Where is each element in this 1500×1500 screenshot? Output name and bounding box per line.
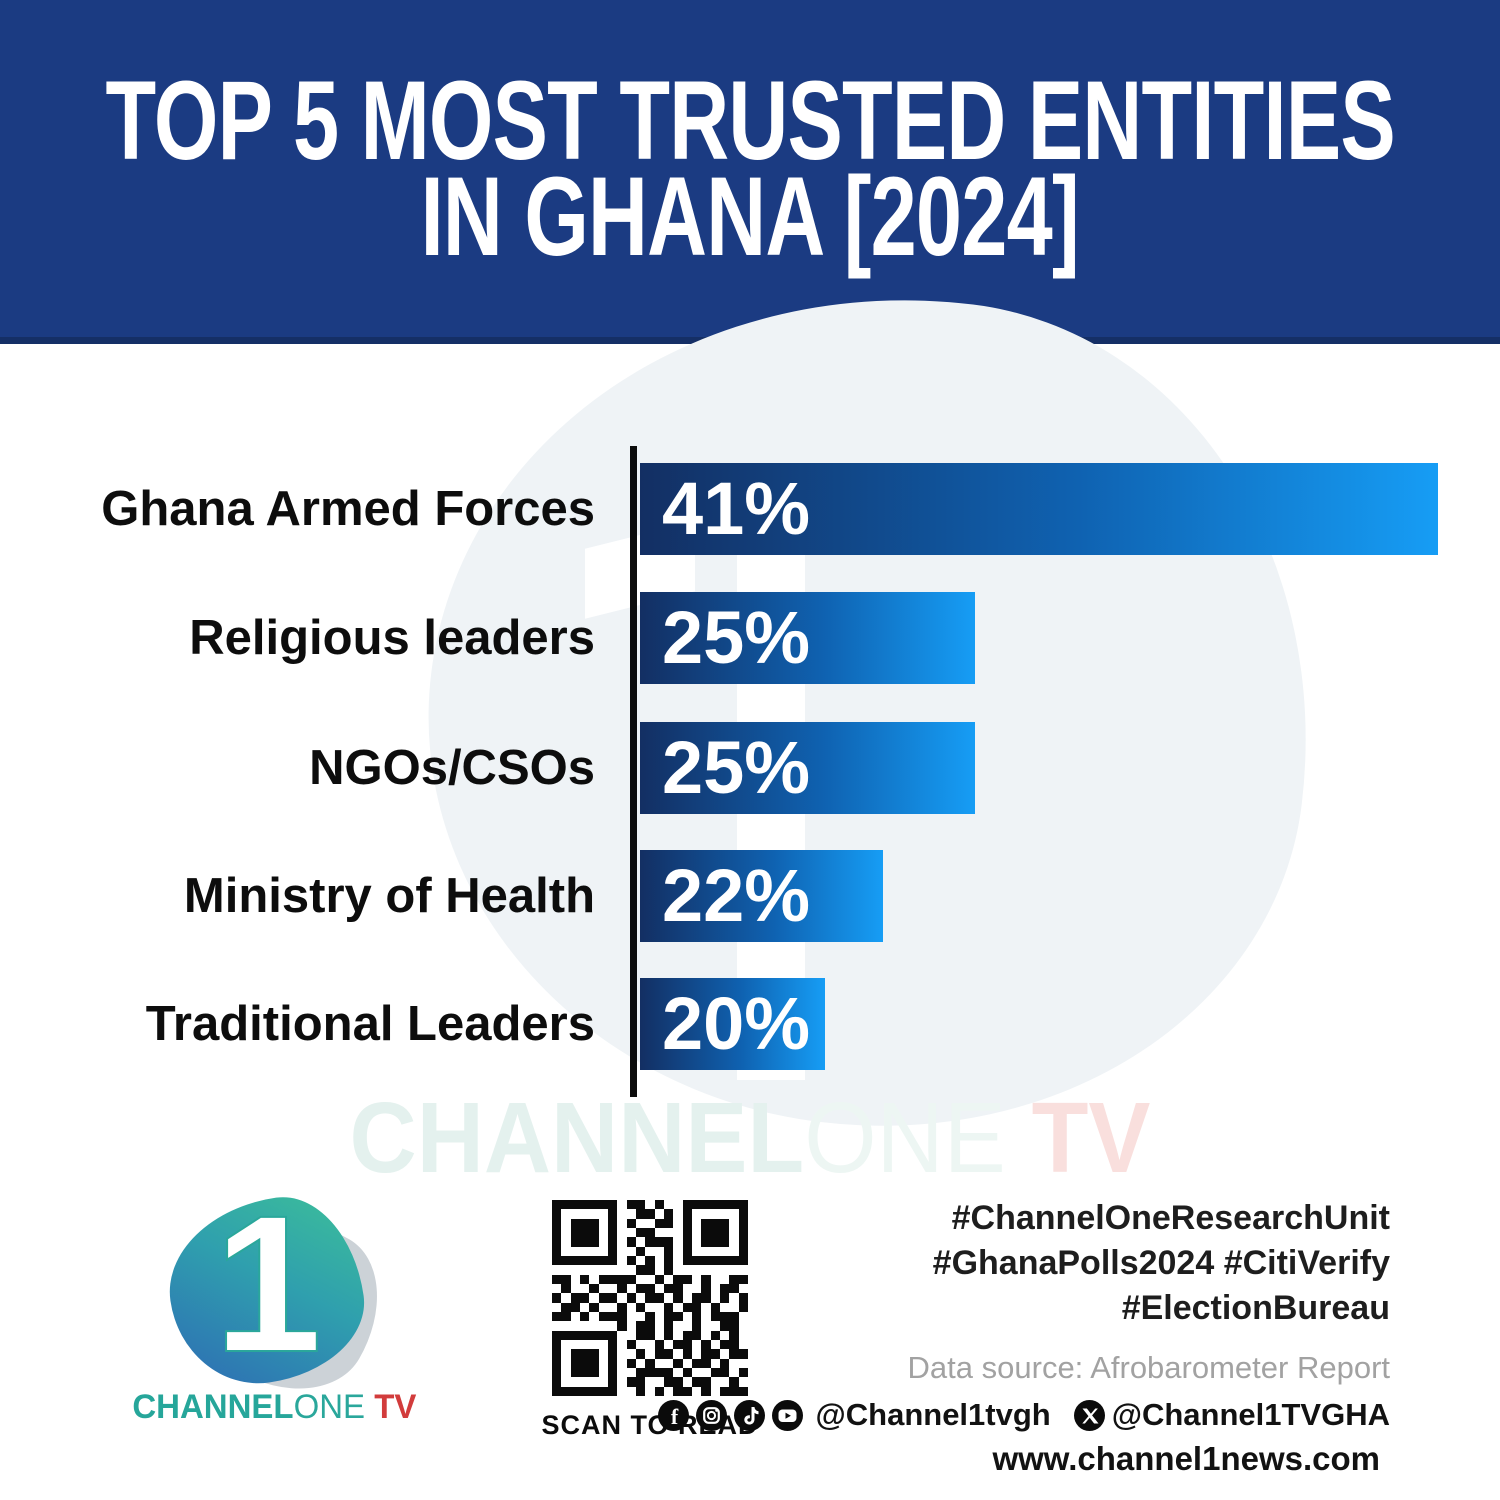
- svg-text:f: f: [670, 1404, 678, 1429]
- logo-brand-part2: ONE: [293, 1388, 366, 1426]
- bar: 25%: [640, 722, 975, 814]
- bar-row: Ghana Armed Forces 41%: [0, 463, 1500, 555]
- bar-category-label: Religious leaders: [189, 611, 595, 665]
- social-handle-2: @Channel1TVGHA: [1111, 1397, 1390, 1432]
- bar-category-label: NGOs/CSOs: [309, 741, 595, 795]
- hashtag-line-1: #ChannelOneResearchUnit: [951, 1199, 1390, 1237]
- bar-row: Ministry of Health 22%: [0, 850, 1500, 942]
- logo-brand-part3: TV: [365, 1388, 417, 1426]
- bar-category-label: Ghana Armed Forces: [101, 482, 595, 536]
- bar-row: NGOs/CSOs 25%: [0, 722, 1500, 814]
- bar-category-label: Ministry of Health: [183, 869, 595, 923]
- chart-axis-line: [630, 446, 637, 1097]
- watermark-brand-text: CHANNELONE TV: [53, 1088, 1448, 1188]
- watermark-brand-part1: CHANNEL: [349, 1082, 805, 1194]
- channel-one-logo: 1 CHANNELONE TV: [132, 1174, 416, 1437]
- header-banner: TOP 5 MOST TRUSTED ENTITIES IN GHANA [20…: [0, 0, 1500, 344]
- bar: 22%: [640, 850, 883, 942]
- bar-value-label: 25%: [662, 726, 811, 809]
- logo-brand-text: CHANNELONE TV: [132, 1388, 417, 1427]
- bar-value-label: 41%: [662, 467, 811, 550]
- footer-right-column: #ChannelOneResearchUnit #GhanaPolls2024 …: [657, 1196, 1390, 1478]
- social-handle-1: @Channel1tvgh: [815, 1397, 1051, 1432]
- bar-row: Traditional Leaders 20%: [0, 978, 1500, 1070]
- website-url: www.channel1news.com: [992, 1440, 1380, 1477]
- logo-numeral: 1: [213, 1174, 323, 1394]
- qr-caption: SCAN TO READ: [541, 1410, 759, 1440]
- page-title-line1: TOP 5 MOST TRUSTED ENTITIES: [105, 57, 1395, 183]
- bar: 41%: [640, 463, 1438, 555]
- social-row: f @Channel1tvgh @Channel1T: [657, 1397, 1390, 1433]
- hashtag-line-3: #ElectionBureau: [1121, 1289, 1390, 1327]
- watermark-brand-part3: TV: [1005, 1082, 1151, 1194]
- data-source-text: Data source: Afrobarometer Report: [907, 1350, 1390, 1385]
- hashtag-line-2: #GhanaPolls2024 #CitiVerify: [932, 1244, 1390, 1282]
- bar: 25%: [640, 592, 975, 684]
- tiktok-icon: [733, 1399, 765, 1431]
- qr-code: [552, 1200, 748, 1396]
- bar-value-label: 25%: [662, 596, 811, 679]
- watermark-brand-part2: ONE: [804, 1082, 1006, 1194]
- bar-chart: Ghana Armed Forces 41% Religious leaders 25…: [0, 463, 1500, 1073]
- youtube-icon: [771, 1399, 803, 1431]
- bar: 20%: [640, 978, 825, 1070]
- bar-value-label: 20%: [662, 982, 811, 1065]
- instagram-icon: [695, 1399, 727, 1431]
- logo-brand-part1: CHANNEL: [132, 1388, 294, 1426]
- x-twitter-icon: [1073, 1399, 1105, 1431]
- bar-row: Religious leaders 25%: [0, 592, 1500, 684]
- bar-category-label: Traditional Leaders: [145, 997, 595, 1051]
- facebook-icon: f: [657, 1399, 689, 1431]
- page-title-line2: IN GHANA [2024]: [420, 153, 1080, 279]
- bar-value-label: 22%: [662, 854, 811, 937]
